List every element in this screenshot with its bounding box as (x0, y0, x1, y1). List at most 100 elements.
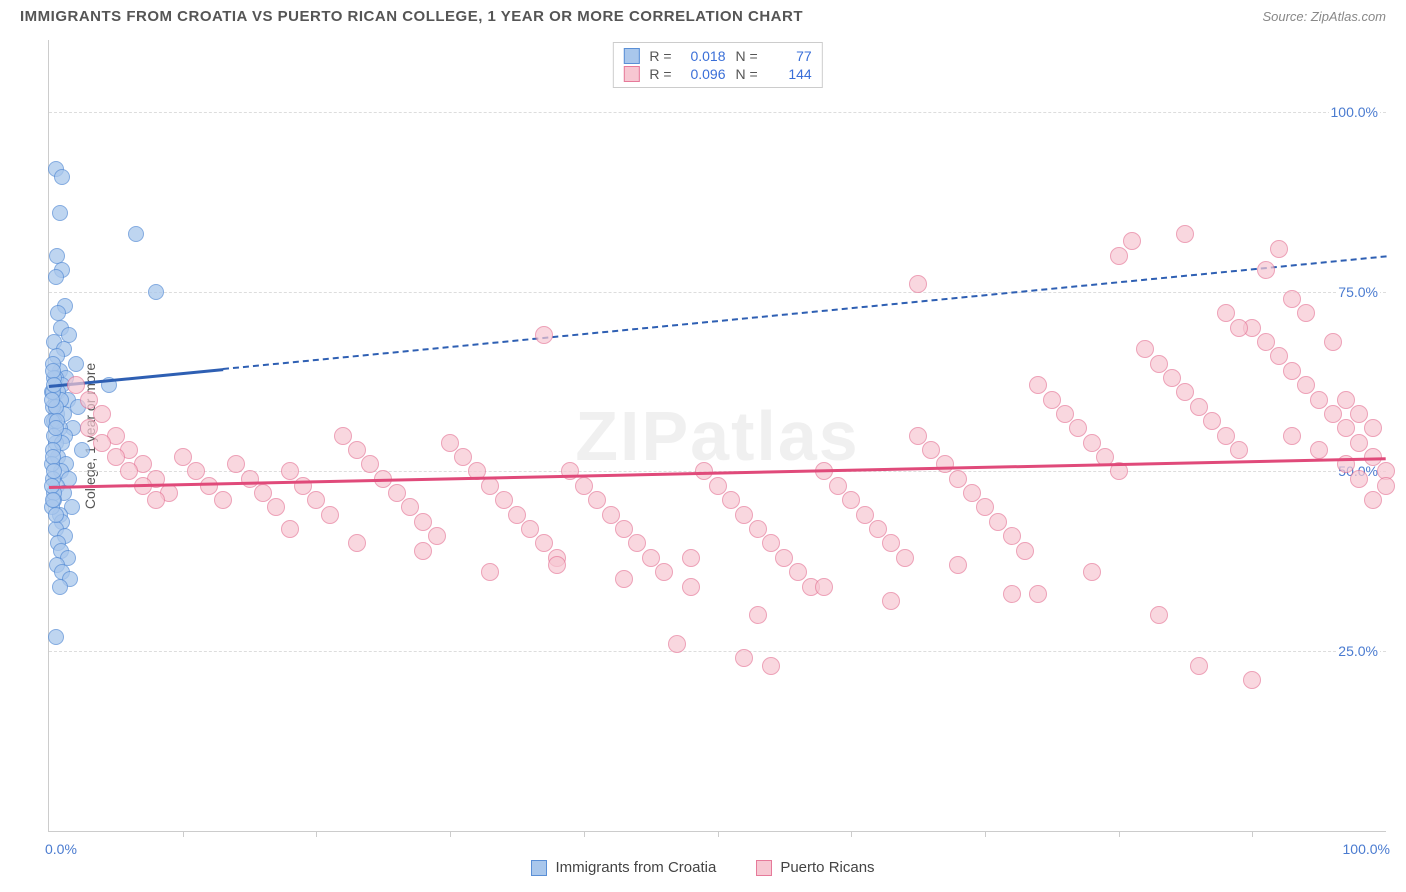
data-point-puertorican (1083, 434, 1101, 452)
data-point-puertorican (200, 477, 218, 495)
data-point-puertorican (909, 275, 927, 293)
data-point-puertorican (508, 506, 526, 524)
x-tick (316, 831, 317, 837)
data-point-puertorican (348, 441, 366, 459)
x-tick (183, 831, 184, 837)
data-point-puertorican (1150, 606, 1168, 624)
data-point-croatia (128, 226, 144, 242)
data-point-puertorican (454, 448, 472, 466)
data-point-puertorican (722, 491, 740, 509)
legend-swatch-puertorican (623, 66, 639, 82)
data-point-puertorican (789, 563, 807, 581)
chart-plot-area: College, 1 year or more ZIPatlas R =0.01… (48, 40, 1386, 832)
data-point-puertorican (682, 578, 700, 596)
data-point-puertorican (1190, 657, 1208, 675)
data-point-puertorican (922, 441, 940, 459)
data-point-croatia (52, 205, 68, 221)
r-label: R = (649, 48, 671, 64)
data-point-puertorican (1270, 240, 1288, 258)
data-point-puertorican (1190, 398, 1208, 416)
data-point-puertorican (1163, 369, 1181, 387)
chart-source: Source: ZipAtlas.com (1262, 9, 1386, 24)
data-point-puertorican (1056, 405, 1074, 423)
data-point-puertorican (254, 484, 272, 502)
n-value-puertorican: 144 (768, 66, 812, 82)
data-point-puertorican (267, 498, 285, 516)
grid-line (49, 112, 1386, 113)
data-point-puertorican (495, 491, 513, 509)
data-point-puertorican (107, 448, 125, 466)
trend-line-croatia (223, 256, 1386, 371)
data-point-puertorican (575, 477, 593, 495)
data-point-puertorican (762, 534, 780, 552)
data-point-puertorican (735, 506, 753, 524)
data-point-puertorican (749, 520, 767, 538)
data-point-puertorican (147, 491, 165, 509)
legend-swatch-croatia (531, 860, 547, 876)
data-point-puertorican (1270, 347, 1288, 365)
data-point-puertorican (1364, 419, 1382, 437)
data-point-puertorican (749, 606, 767, 624)
data-point-puertorican (588, 491, 606, 509)
data-point-puertorican (1350, 434, 1368, 452)
data-point-puertorican (1297, 304, 1315, 322)
x-tick (1252, 831, 1253, 837)
legend-label-puertorican: Puerto Ricans (780, 859, 874, 876)
data-point-puertorican (174, 448, 192, 466)
data-point-puertorican (521, 520, 539, 538)
data-point-croatia (48, 269, 64, 285)
data-point-puertorican (976, 498, 994, 516)
data-point-croatia (68, 356, 84, 372)
data-point-puertorican (334, 427, 352, 445)
data-point-puertorican (735, 649, 753, 667)
n-value-croatia: 77 (768, 48, 812, 64)
series-legend: Immigrants from CroatiaPuerto Ricans (0, 859, 1406, 876)
x-tick (851, 831, 852, 837)
data-point-puertorican (1029, 376, 1047, 394)
data-point-puertorican (936, 455, 954, 473)
data-point-puertorican (535, 326, 553, 344)
data-point-puertorican (615, 570, 633, 588)
data-point-puertorican (709, 477, 727, 495)
data-point-puertorican (1003, 527, 1021, 545)
data-point-puertorican (882, 534, 900, 552)
x-tick (1119, 831, 1120, 837)
data-point-puertorican (414, 542, 432, 560)
x-tick (584, 831, 585, 837)
y-grid-label: 75.0% (1336, 284, 1380, 300)
x-tick (985, 831, 986, 837)
data-point-croatia (74, 442, 90, 458)
data-point-puertorican (949, 470, 967, 488)
data-point-puertorican (949, 556, 967, 574)
x-axis-max-label: 100.0% (1343, 841, 1390, 857)
data-point-puertorican (1069, 419, 1087, 437)
data-point-puertorican (1257, 261, 1275, 279)
data-point-puertorican (1110, 247, 1128, 265)
y-grid-label: 25.0% (1336, 643, 1380, 659)
data-point-puertorican (1176, 383, 1194, 401)
data-point-puertorican (1083, 563, 1101, 581)
data-point-puertorican (1003, 585, 1021, 603)
data-point-puertorican (80, 391, 98, 409)
data-point-puertorican (227, 455, 245, 473)
grid-line (49, 292, 1386, 293)
data-point-puertorican (1243, 671, 1261, 689)
data-point-puertorican (963, 484, 981, 502)
data-point-puertorican (1283, 290, 1301, 308)
data-point-puertorican (1123, 232, 1141, 250)
data-point-puertorican (321, 506, 339, 524)
data-point-puertorican (1230, 319, 1248, 337)
data-point-puertorican (815, 578, 833, 596)
data-point-puertorican (1310, 391, 1328, 409)
data-point-puertorican (896, 549, 914, 567)
r-value-puertorican: 0.096 (682, 66, 726, 82)
y-grid-label: 100.0% (1329, 104, 1380, 120)
data-point-puertorican (281, 462, 299, 480)
data-point-puertorican (1176, 225, 1194, 243)
data-point-puertorican (602, 506, 620, 524)
legend-stat-row-croatia: R =0.018N =77 (623, 47, 811, 65)
data-point-puertorican (428, 527, 446, 545)
data-point-puertorican (93, 434, 111, 452)
data-point-puertorican (1217, 304, 1235, 322)
data-point-puertorican (909, 427, 927, 445)
